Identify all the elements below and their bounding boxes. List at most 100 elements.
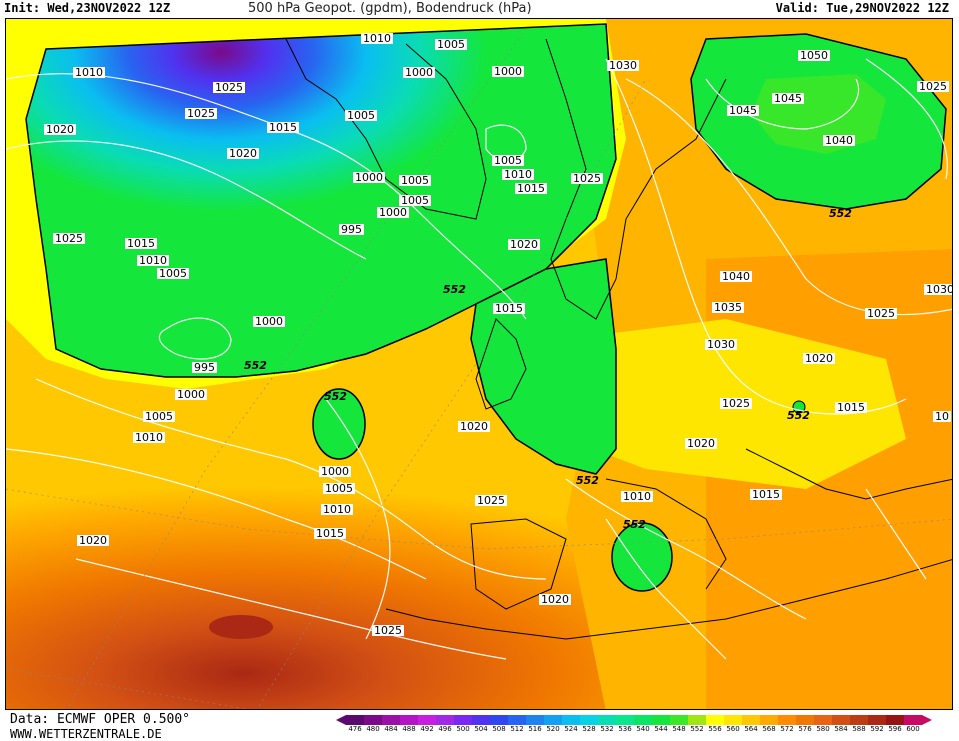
legend-swatch	[706, 715, 724, 725]
legend-swatch	[778, 715, 796, 725]
legend-swatch	[400, 715, 418, 725]
black-sea-coast	[745, 448, 952, 500]
isobar-label: 995	[339, 223, 364, 236]
isobar-label: 1010	[73, 66, 105, 79]
legend-swatch	[490, 715, 508, 725]
isobar-label: 1010	[321, 503, 353, 516]
legend-swatch	[454, 715, 472, 725]
legend-swatch	[346, 715, 364, 725]
legend-tick-label: 548	[672, 725, 686, 733]
map-canvas	[6, 19, 952, 709]
legend-tick-label: 488	[402, 725, 416, 733]
legend-tick-label: 492	[420, 725, 434, 733]
legend-tick-label: 560	[726, 725, 740, 733]
legend-tick-label: 588	[852, 725, 866, 733]
data-source: Data: ECMWF OPER 0.500°	[10, 712, 191, 727]
contour-552-label: 552	[829, 207, 852, 220]
legend-tick-label: 524	[564, 725, 578, 733]
isobar-label: 1025	[917, 80, 949, 93]
legend-swatch	[814, 715, 832, 725]
isobar-label: 1025	[372, 624, 404, 637]
isobar-label: 1040	[720, 270, 752, 283]
scandinavia-coast	[545, 38, 727, 320]
contour-552-label: 552	[623, 518, 646, 531]
legend-tick-label: 476	[348, 725, 362, 733]
isobar-line	[6, 140, 367, 260]
graticule	[6, 28, 952, 709]
isobar-label: 1010	[621, 490, 653, 503]
isobar-label: 1015	[750, 488, 782, 501]
isobar-line	[6, 448, 427, 580]
legend-tick-label: 568	[762, 725, 776, 733]
legend-swatch	[634, 715, 652, 725]
isobar-line	[865, 58, 948, 180]
isobar-line	[6, 73, 527, 320]
isobar-label: 1025	[865, 307, 897, 320]
isobar-label: 1005	[345, 109, 377, 122]
legend-swatch	[724, 715, 742, 725]
contour-552-label: 552	[244, 359, 267, 372]
legend-tick-label: 516	[528, 725, 542, 733]
legend-swatch	[796, 715, 814, 725]
isobar-label: 1005	[399, 194, 431, 207]
isobar-label: 1015	[835, 401, 867, 414]
ridge-core-azores	[209, 615, 273, 639]
isobar-label: 1030	[607, 59, 639, 72]
isobar-label: 1000	[353, 171, 385, 184]
legend-tick-label: 576	[798, 725, 812, 733]
isobar-label: 995	[192, 361, 217, 374]
legend-tick-label: 596	[888, 725, 902, 733]
british-isles-coast	[475, 318, 527, 410]
isobar-line	[35, 378, 547, 580]
isobar-label: 1010	[137, 254, 169, 267]
isobar-label: 1025	[185, 107, 217, 120]
legend-tick-label: 532	[600, 725, 614, 733]
legend-tick-label: 572	[780, 725, 794, 733]
isobar-label: 1020	[227, 147, 259, 160]
legend-swatch	[688, 715, 706, 725]
isobar-low-center	[158, 317, 232, 360]
isobar-label: 1000	[492, 65, 524, 78]
valid-time: Valid: Tue,29NOV2022 12Z	[775, 1, 949, 15]
legend-swatch	[364, 715, 382, 725]
legend-tick-label: 584	[834, 725, 848, 733]
legend-tick-label: 552	[690, 725, 704, 733]
isobar-line	[865, 488, 927, 580]
isobar-label: 1020	[508, 238, 540, 251]
legend-swatch	[580, 715, 598, 725]
contour-552-label: 552	[443, 283, 466, 296]
legend-swatch	[760, 715, 778, 725]
isobar-label: 1015	[515, 182, 547, 195]
legend-tick-label: 536	[618, 725, 632, 733]
legend-tick-label: 480	[366, 725, 380, 733]
isobar-label: 1005	[323, 482, 355, 495]
isobar-label: 1020	[803, 352, 835, 365]
graticule-line	[66, 28, 527, 709]
geopotential-map: 1010 1005 1000 1000 1030 1050 1045 1045 1040 1025…	[5, 18, 953, 710]
isobar-label: 1035	[712, 301, 744, 314]
isobar-label: 1050	[798, 49, 830, 62]
isobar-label: 1005	[143, 410, 175, 423]
isobar-label: 1010	[133, 431, 165, 444]
color-legend: 476 480 484 488 492 496 500 504 508 512 516 520 524 5…	[336, 713, 956, 737]
website: WWW.WETTERZENTRALE.DE	[10, 727, 162, 741]
legend-tick-label: 600	[906, 725, 920, 733]
isobar-label: 1020	[685, 437, 717, 450]
legend-tick-label: 592	[870, 725, 884, 733]
legend-arrow-left	[336, 715, 346, 725]
graticule-line	[6, 488, 952, 550]
legend-swatch	[850, 715, 868, 725]
isobar-label: 1000	[403, 66, 435, 79]
isobar-label: 1005	[157, 267, 189, 280]
legend-bar	[336, 715, 932, 725]
isobar-label: 1025	[53, 232, 85, 245]
legend-swatch	[904, 715, 922, 725]
isobar-label: 1020	[458, 420, 490, 433]
isobar-line	[605, 518, 727, 660]
legend-swatch	[508, 715, 526, 725]
legend-tick-label: 564	[744, 725, 758, 733]
legend-swatch	[670, 715, 688, 725]
legend-swatch	[742, 715, 760, 725]
isobar-label: 1005	[492, 154, 524, 167]
isobar-label: 1025	[475, 494, 507, 507]
